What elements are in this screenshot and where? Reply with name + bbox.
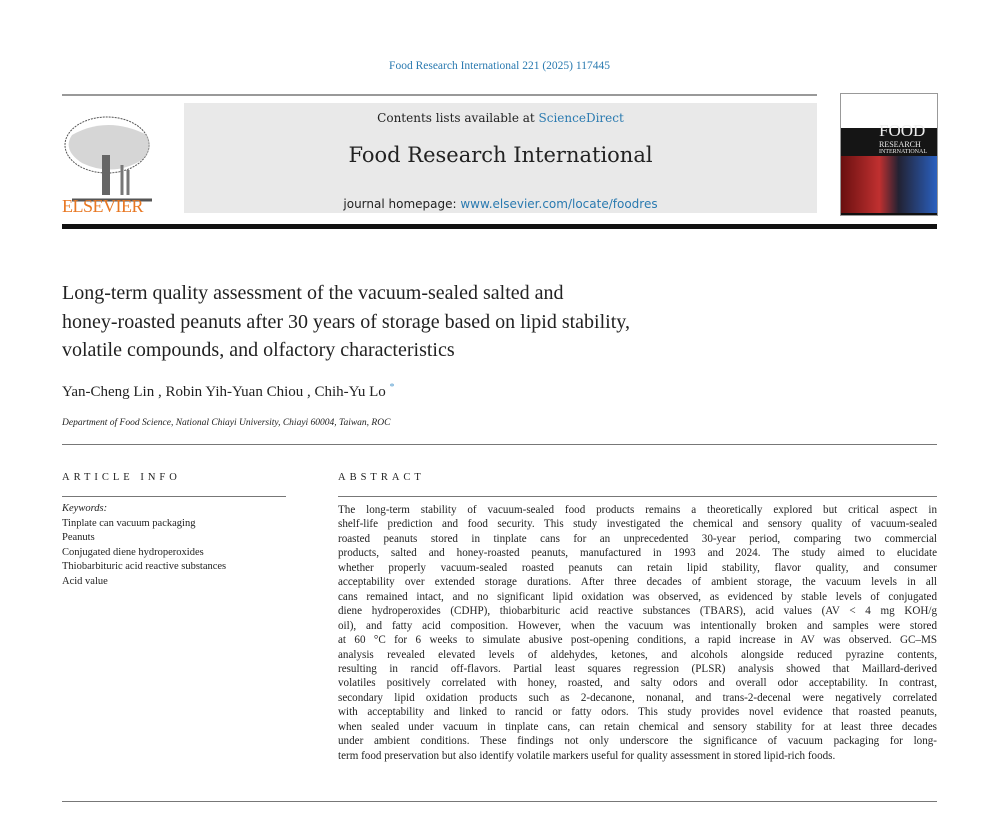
authors: Yan-Cheng Lin , Robin Yih-Yuan Chiou , C… xyxy=(62,382,395,401)
keywords: Keywords: Tinplate can vacuum packaging … xyxy=(62,502,226,589)
abstract-line: secondary lipid oxidation products such … xyxy=(338,691,937,704)
abstract-line: oil), and fatty acid composition. Howeve… xyxy=(338,619,937,632)
journal-banner: Contents lists available at ScienceDirec… xyxy=(184,103,817,213)
title-line: volatile compounds, and olfactory charac… xyxy=(62,339,455,361)
title-line: honey-roasted peanuts after 30 years of … xyxy=(62,310,630,333)
publisher-name: ELSEVIER xyxy=(62,196,144,216)
divider xyxy=(62,444,937,445)
article-title: Long-term quality assessment of the vacu… xyxy=(62,279,630,365)
title-line: Long-term quality assessment of the vacu… xyxy=(62,282,564,304)
abstract-line: under ambient conditions. These findings… xyxy=(338,735,937,748)
cover-title: FOOD xyxy=(879,121,926,140)
homepage-label: journal homepage: xyxy=(343,197,461,211)
article-info-heading: ARTICLE INFO xyxy=(62,472,181,483)
homepage-link[interactable]: www.elsevier.com/locate/foodres xyxy=(460,197,658,211)
abstract-body: The long-term stability of vacuum-sealed… xyxy=(338,503,937,763)
author-list[interactable]: Yan-Cheng Lin , Robin Yih-Yuan Chiou , C… xyxy=(62,384,386,400)
journal-title: Food Research International xyxy=(348,143,653,167)
keyword: Conjugated diene hydroperoxides xyxy=(62,546,204,558)
header-divider xyxy=(62,224,937,229)
abstract-line: with acceptability and linked to rancid … xyxy=(338,706,937,719)
abstract-line: volatiles positively correlated with hon… xyxy=(338,677,937,690)
divider xyxy=(338,496,937,497)
abstract-line: roasted peanuts stored in tinplate cans … xyxy=(338,532,937,545)
cover-subtitle: INTERNATIONAL xyxy=(879,149,927,155)
abstract-line: The long-term stability of vacuum-sealed… xyxy=(338,504,937,516)
divider xyxy=(62,94,817,96)
contents-line: Contents lists available at ScienceDirec… xyxy=(184,111,817,125)
journal-cover: FOOD RESEARCH INTERNATIONAL xyxy=(840,93,938,216)
cover-subtitle: RESEARCH xyxy=(879,140,921,149)
corresponding-author-mark[interactable]: * xyxy=(389,382,395,393)
sciencedirect-link[interactable]: ScienceDirect xyxy=(538,111,624,125)
contents-label: Contents lists available at xyxy=(377,111,539,125)
keywords-label: Keywords: xyxy=(62,503,108,514)
abstract-line: term food preservation but also identify… xyxy=(338,749,836,762)
elsevier-wordmark: ELSEVIER xyxy=(62,196,144,217)
abstract-line: cans remained intact, and no significant… xyxy=(338,590,937,603)
abstract-line: acceptability over extended storage dura… xyxy=(338,576,937,589)
abstract-line: resulting in rancid off-flavors. Partial… xyxy=(338,662,937,675)
keyword: Tinplate can vacuum packaging xyxy=(62,517,196,529)
elsevier-tree-logo xyxy=(64,116,152,202)
abstract-line: analysis revealed elevated levels of ald… xyxy=(338,648,937,661)
abstract-line: shelf-life prediction and food security.… xyxy=(338,518,937,531)
homepage-line: journal homepage: www.elsevier.com/locat… xyxy=(184,197,817,211)
abstract-line: diene hydroperoxides (CDHP), thiobarbitu… xyxy=(338,605,937,618)
abstract-line: when sealed under vacuum in tinplate can… xyxy=(338,720,937,733)
keyword: Peanuts xyxy=(62,532,95,543)
abstract-line: products, salted and honey-roasted peanu… xyxy=(338,547,937,560)
affiliation: Department of Food Science, National Chi… xyxy=(62,418,391,428)
abstract-line: whether properly vacuum-sealed roasted p… xyxy=(338,561,937,574)
abstract-line: at 60 °C for 6 weeks to simulate abusive… xyxy=(338,634,937,647)
keyword: Thiobarbituric acid reactive substances xyxy=(62,561,227,572)
keyword: Acid value xyxy=(62,575,108,587)
journal-citation[interactable]: Food Research International 221 (2025) 1… xyxy=(389,60,610,72)
divider xyxy=(62,496,286,497)
divider xyxy=(62,801,937,802)
abstract-heading: ABSTRACT xyxy=(338,472,425,483)
